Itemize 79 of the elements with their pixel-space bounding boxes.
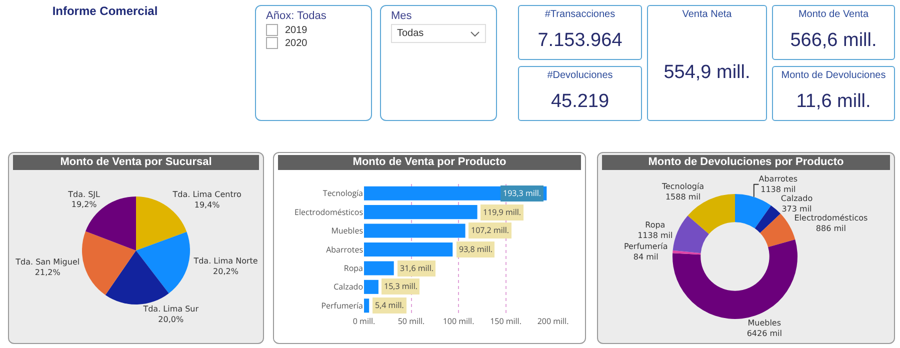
- slice-label: Abarrotes: [758, 174, 798, 184]
- text: Todas: [397, 28, 424, 39]
- data-label: 20,0%: [158, 314, 184, 324]
- slice-label: Tda. San Miguel: [14, 258, 80, 267]
- text: Venta Neta: [681, 9, 733, 20]
- donut-slice: [754, 205, 781, 233]
- text: Informe Comercial: [51, 4, 159, 18]
- data-label: 6426 mil: [746, 328, 782, 338]
- pie-slice: [82, 231, 136, 295]
- data-label: 1138 mil: [638, 231, 673, 240]
- donut-slice: [672, 250, 701, 255]
- text: 7.153.964: [536, 30, 624, 52]
- x-tick-label: 100 mill.: [442, 316, 474, 327]
- data-label: 93,8 mill.: [459, 244, 492, 255]
- text: Añox: Todas: [266, 10, 328, 22]
- y-tick-label: Ropa: [344, 263, 363, 274]
- data-label: 19,4%: [194, 200, 220, 210]
- slice-label: Tecnología: [660, 182, 704, 191]
- text: #Devoluciones: [546, 70, 614, 81]
- slice-label: Perfumería: [624, 242, 668, 252]
- data-label: 1138 mil: [760, 185, 796, 194]
- slice-label: Electrodomésticos: [794, 214, 868, 223]
- y-tick-label: Tecnología: [322, 188, 363, 200]
- x-tick-label: 50 mill.: [398, 316, 425, 327]
- bar: [364, 224, 466, 238]
- chart-title: Monto de Devoluciones por Producto: [602, 155, 890, 170]
- data-label: 21,2%: [34, 268, 61, 278]
- slice-label: Tda. Lima Sur: [142, 304, 200, 314]
- data-label: 31,6 mill.: [400, 263, 434, 274]
- donut-slice: [688, 194, 735, 234]
- text: 566,6 mill.: [789, 30, 878, 52]
- data-label: 19,2%: [71, 200, 98, 210]
- data-label: 20,2%: [213, 267, 239, 276]
- text: Monto de Venta: [797, 9, 870, 20]
- y-tick-label: Abarrotes: [326, 244, 364, 256]
- slice-label: Tda. Lima Centro: [172, 190, 242, 199]
- x-tick-label: 200 mill.: [537, 316, 569, 327]
- chart-title: Monto de Venta por Producto: [278, 155, 581, 170]
- bar: [364, 205, 478, 220]
- bar: [364, 261, 394, 276]
- text: Monto de Devoluciones: [780, 70, 887, 81]
- text: 45.219: [550, 91, 610, 113]
- pie-slice: [105, 250, 169, 304]
- bar: [364, 280, 378, 294]
- slice-label: Ropa: [645, 220, 666, 230]
- x-tick-label: 0 mill.: [352, 316, 376, 327]
- pie-slice: [136, 196, 187, 250]
- data-label: 1588 mil: [665, 192, 701, 202]
- donut-slice: [672, 216, 709, 254]
- y-tick-label: Perfumería: [321, 300, 363, 312]
- data-label: 107,2 mill.: [471, 225, 510, 236]
- text: 554,9 mill.: [662, 62, 752, 84]
- data-label: 84 mil: [633, 252, 658, 262]
- data-label: 119,9 mill.: [483, 207, 522, 218]
- data-label: 193,3 mill.: [503, 188, 542, 199]
- y-tick-label: Electrodomésticos: [294, 206, 364, 218]
- data-label: 15,3 mill.: [384, 281, 418, 292]
- data-label: 886 mil: [816, 224, 846, 234]
- x-tick-label: 150 mill.: [490, 316, 522, 327]
- text: #Transacciones: [544, 9, 616, 20]
- text: Mes: [391, 10, 413, 22]
- donut-slice: [735, 194, 772, 228]
- text: 11,6 mill.: [795, 91, 872, 113]
- y-tick-label: Muebles: [331, 226, 364, 237]
- text: 2019: [285, 24, 308, 36]
- pie-slice: [136, 232, 190, 294]
- donut-slice: [760, 214, 796, 248]
- slice-label: Calzado: [780, 194, 813, 204]
- data-label: 5,4 mill.: [375, 300, 404, 311]
- data-label: 373 mil: [782, 204, 812, 214]
- bar: [364, 298, 370, 313]
- bar: [364, 242, 453, 257]
- slice-label: Tda. Lima Norte: [192, 256, 258, 266]
- slice-label: Muebles: [748, 318, 782, 328]
- chart-title: Monto de Venta por Sucursal: [13, 155, 259, 170]
- donut-slice: [672, 239, 798, 319]
- text: 2020: [285, 38, 308, 48]
- y-tick-label: Calzado: [334, 282, 364, 293]
- slice-label: Tda. SJL: [67, 190, 101, 199]
